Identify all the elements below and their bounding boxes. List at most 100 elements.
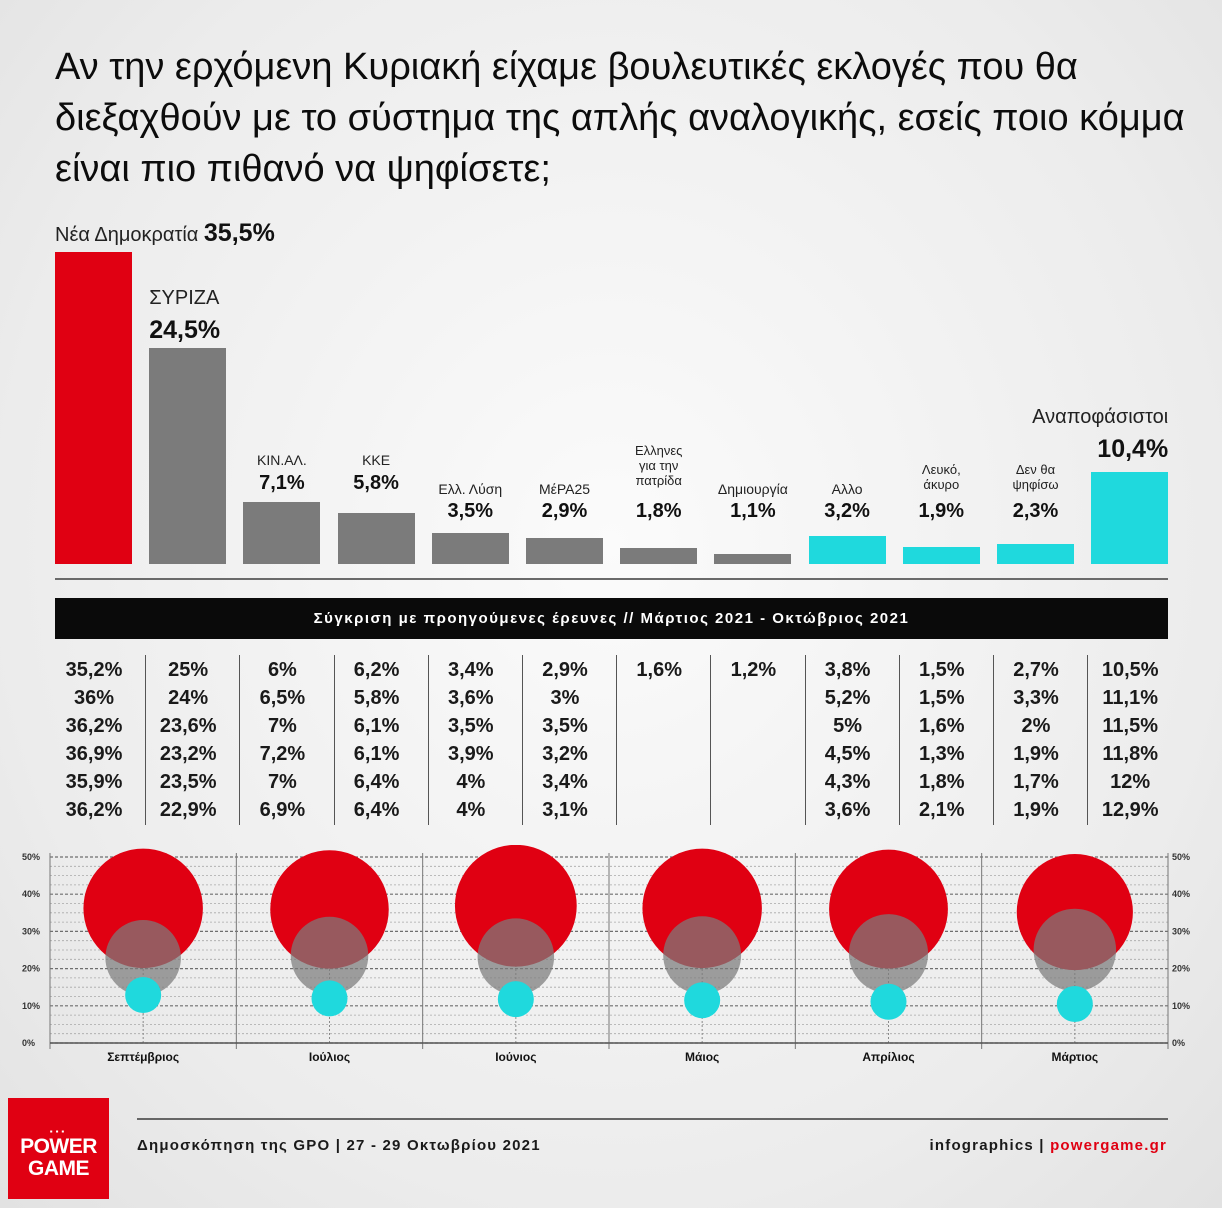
history-cell: 1,6% [636,659,682,681]
y-tick-left: 0% [22,1038,35,1048]
bar-9 [902,547,980,564]
history-column-10: 2,7% 3,3% 2% 1,9% 1,7% 1,9% [991,656,1081,824]
history-cell: 2,1% [919,799,965,821]
history-column-3: 6,2% 5,8% 6,1% 6,1% 6,4% 6,4% [332,656,422,824]
history-cell: 3,3% [1013,687,1059,709]
bar-2 [243,501,321,564]
bar-8 [808,535,886,564]
y-tick-right: 50% [1172,852,1190,862]
history-cell [708,712,798,740]
credit: infographics | powergame.gr [930,1137,1167,1154]
history-cell: 1,5% [919,659,965,681]
history-column-6: 1,6% [614,656,704,824]
history-cell: 1,2% [730,659,777,681]
history-cell [708,684,798,712]
bar-label-2: ΚΙΝ.ΑΛ. [256,452,307,468]
month-label-5: Μάρτιος [1051,1050,1098,1064]
chart-title: Αν την ερχόμενη Κυριακή είχαμε βουλευτικ… [55,46,1185,190]
history-cell: 23,5% [159,771,217,793]
history-column-5: 2,9% 3% 3,5% 3,2% 3,4% 3,1% [520,656,610,824]
month-label-0: Σεπτέμβριος [107,1050,179,1064]
bar-value-10: 2,3% [1012,500,1059,522]
y-tick-left: 40% [22,889,40,899]
history-cell: 1,7% [1013,771,1059,793]
bubble-cyan-2 [497,981,534,1018]
column-separator [522,655,523,825]
history-cell: 3,5% [448,715,494,737]
history-cell: 1,8% [919,771,965,793]
bar-label-8: Αλλο [831,481,863,497]
history-cell: 35,9% [65,771,123,793]
history-cell: 11,8% [1102,743,1158,765]
logo-line2: GAME [28,1157,90,1180]
y-tick-right: 20% [1172,964,1190,974]
history-cell: 3,5% [542,715,588,737]
history-cell [614,796,704,824]
history-cell: 23,2% [159,743,217,765]
bar-label-1: ΣΥΡΙΖΑ [149,287,220,309]
history-cell: 7% [267,771,297,793]
history-cell: 36,9% [65,743,123,765]
bar-label-10: Δεν θα ψηφίσω [1012,462,1059,492]
bubble-gray-5 [1033,908,1117,992]
history-cell: 35,2% [65,659,123,681]
history-column-11: 10,5% 11,1% 11,5% 11,8% 12% 12,9% [1085,656,1175,824]
history-cell: 2% [1021,715,1051,737]
history-cell: 11,1% [1102,687,1158,709]
history-cell: 36,2% [65,799,123,821]
history-cell: 6,2% [353,659,400,681]
history-cell [708,796,798,824]
bar-label-11: Αναποφάσιστοι [1032,406,1169,428]
bubble-gray-0 [105,920,181,996]
bar-0 [55,251,132,564]
bar-label-5: ΜέΡΑ25 [538,481,591,497]
history-cell: 12,9% [1101,799,1159,821]
history-cell: 4,5% [824,743,871,765]
history-cell: 3,4% [448,659,494,681]
bubble-chart: 50% 50% 40% 40% 30% 30% 20% 20% 10% 10% 0% 0% Σεπτέμ… [22,845,1190,1064]
bar-4 [431,533,509,564]
history-cell: 3,9% [448,743,494,765]
poll-source: Δημοσκόπηση της GPO | 27 - 29 Οκτωβρίου … [137,1137,541,1154]
y-tick-right: 40% [1172,889,1190,899]
history-cell [614,712,704,740]
history-cell: 5,2% [824,687,871,709]
y-tick-right: 10% [1172,1001,1190,1011]
bar-value-9: 1,9% [918,500,965,522]
bar-value-3: 5,8% [353,472,399,494]
history-cell: 1,3% [919,743,965,765]
history-cell: 2,7% [1013,659,1059,681]
bubble-gray-3 [663,916,742,995]
history-cell: 23,6% [159,715,217,737]
bar-value-4: 3,5% [447,500,494,522]
history-cell: 1,5% [919,687,965,709]
y-tick-left: 10% [22,1001,40,1011]
powergame-logo: ▪▪▪ POWER GAME [8,1098,109,1199]
history-cell: 1,9% [1013,799,1059,821]
bar-value-6: 1,8% [635,500,682,522]
bar-value-0: 35,5% [203,219,275,247]
history-cell: 6,1% [353,715,400,737]
bar-1 [149,348,227,564]
history-cell: 6,4% [353,799,400,821]
history-cell: 6,1% [353,743,400,765]
bar-11 [1091,472,1169,564]
history-cell: 22,9% [159,799,217,821]
comparison-banner: Σύγκριση με προηγούμενες έρευνες // Μάρτ… [55,598,1168,639]
history-cell: 6,5% [259,687,306,709]
logo-dots: ▪▪▪ [49,1127,68,1136]
history-cell: 3,6% [824,799,871,821]
history-cell: 36% [73,687,115,709]
bar-label-text: Νέα Δημοκρατία [55,224,204,246]
column-separator [616,655,618,825]
month-label-4: Απρίλιος [862,1050,914,1064]
bubble-gray-1 [290,916,369,995]
history-cell: 12% [1110,771,1151,793]
history-cell [708,740,798,768]
history-cell: 3,1% [542,799,588,821]
column-separator [993,655,994,825]
bubble-cyan-5 [1056,985,1093,1022]
y-tick-left: 20% [22,964,40,974]
bubble-cyan-3 [684,982,721,1019]
bar-value-11: 10,4% [1097,435,1169,463]
